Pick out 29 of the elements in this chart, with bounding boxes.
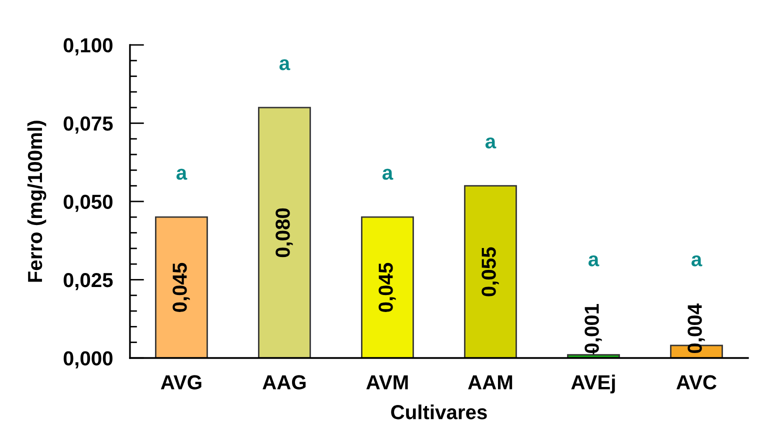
bar [155,216,208,358]
bar [361,216,414,358]
bar [258,106,311,358]
y-tick-label: 0,100 [64,38,112,56]
y-axis-title: Ferro (mg/100ml) [27,120,46,282]
data-label: 0,045 [172,262,190,312]
data-label: 0,004 [688,304,705,354]
data-label: 0,055 [482,247,499,296]
data-label: 0,080 [276,208,293,258]
y-tick-label: 0,025 [64,272,113,290]
annotation: a [382,168,394,180]
annotation: a [691,255,702,266]
x-tick-label: AVM [366,375,408,390]
data-label: 0,001 [584,304,602,354]
annotation: a [485,137,496,148]
x-axis-title: Cultivares [391,404,487,420]
annotation: a [279,59,290,70]
annotation: a [176,168,188,180]
y-tick-label: 0,000 [64,351,112,368]
x-tick-label: AVEj [571,374,615,394]
x-tick-label: AVG [160,375,202,390]
x-tick-label: AAM [468,375,512,390]
annotation: a [588,255,600,266]
bar [464,185,517,358]
x-tick-label: AVC [676,375,716,390]
data-label: 0,045 [378,262,396,312]
y-tick-label: 0,075 [64,116,113,134]
y-tick-label: 0,050 [64,194,112,212]
x-tick-label: AAG [262,375,306,390]
